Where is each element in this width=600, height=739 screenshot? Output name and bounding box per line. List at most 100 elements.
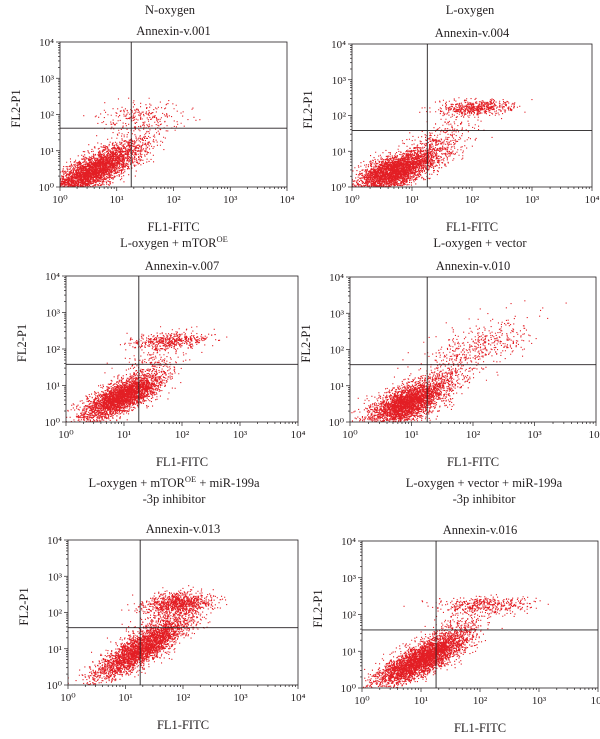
- y-tick-label: 10²: [48, 608, 63, 620]
- x-axis-label: FL1-FITC: [147, 220, 199, 234]
- y-tick-label: 10⁴: [39, 37, 54, 49]
- condition-superscript: OE: [185, 474, 196, 484]
- scatter-points: [351, 300, 567, 422]
- x-tick-label: 10²: [466, 429, 481, 441]
- condition-heading: L-oxygen: [446, 3, 495, 17]
- y-tick-label: 10⁰: [39, 182, 55, 194]
- y-axis-label: FL2-P1: [311, 589, 325, 627]
- x-tick-label: 10³: [223, 194, 238, 206]
- x-tick-label: 10²: [176, 692, 191, 704]
- condition-heading: L-oxygen + mTOROE: [120, 234, 228, 250]
- condition-text: L-oxygen + mTOR: [88, 476, 185, 490]
- y-axis-label: FL2-P1: [301, 90, 315, 128]
- y-tick-label: 10³: [40, 73, 55, 85]
- y-tick-label: 10⁴: [47, 535, 62, 547]
- y-tick-label: 10¹: [46, 381, 60, 393]
- y-tick-label: 10³: [342, 573, 357, 585]
- condition-text: L-oxygen + vector: [433, 236, 527, 250]
- y-tick-label: 10⁰: [331, 182, 347, 194]
- axis-ticks: [64, 539, 299, 689]
- condition-text: N-oxygen: [145, 3, 196, 17]
- scatter-points: [68, 585, 228, 685]
- x-tick-label: 10¹: [118, 692, 132, 704]
- y-tick-label: 10¹: [48, 644, 62, 656]
- panel-2: L-oxygen Annexin-v.004 10⁰ 10¹ 10² 10³ 10⁴ 10⁰ 1…: [301, 3, 600, 234]
- x-tick-label: 10²: [465, 194, 480, 206]
- y-axis-label: FL2-P1: [15, 324, 29, 362]
- axis-ticks: [62, 275, 299, 426]
- x-tick-label: 10⁴: [589, 429, 600, 441]
- condition-text: L-oxygen + mTOR: [120, 236, 217, 250]
- x-tick-label: 10⁰: [344, 194, 360, 206]
- condition-text: + miR-199a: [196, 476, 260, 490]
- condition-heading: L-oxygen + vector: [433, 236, 527, 250]
- x-tick-label: 10³: [527, 429, 542, 441]
- scatter-points: [352, 97, 533, 187]
- condition-superscript: OE: [217, 234, 228, 244]
- x-tick-label: 10⁴: [280, 194, 295, 206]
- event-dots: [362, 594, 549, 688]
- sample-title: Annexin-v.004: [435, 26, 510, 40]
- y-tick-label: 10²: [46, 344, 61, 356]
- scatter-points: [66, 326, 228, 422]
- condition-line: L-oxygen + vector + miR-199a: [406, 476, 563, 490]
- y-tick-label: 10⁴: [329, 272, 344, 284]
- y-tick-label: 10²: [332, 111, 347, 123]
- x-tick-label: 10²: [166, 194, 181, 206]
- axis-ticks: [346, 276, 597, 426]
- x-tick-label: 10⁰: [60, 692, 76, 704]
- x-tick-label: 10¹: [414, 695, 428, 707]
- x-tick-label: 10³: [233, 429, 248, 441]
- y-tick-label: 10¹: [330, 381, 344, 393]
- panel-5: L-oxygen + mTOROE + miR-199a -3p inhibito…: [17, 474, 306, 732]
- x-axis-label: FL1-FITC: [156, 455, 208, 469]
- x-tick-label: 10⁴: [291, 429, 306, 441]
- y-tick-label: 10³: [46, 308, 61, 320]
- y-tick-label: 10³: [48, 571, 63, 583]
- x-tick-label: 10⁰: [342, 429, 358, 441]
- y-tick-label: 10³: [332, 75, 347, 87]
- y-tick-label: 10¹: [342, 646, 356, 658]
- scatter-points: [60, 97, 201, 187]
- sample-title: Annexin-v.016: [443, 523, 518, 537]
- scatter-points: [362, 594, 549, 688]
- condition-text: L-oxygen: [446, 3, 495, 17]
- event-dots: [68, 585, 228, 685]
- x-axis-label: FL1-FITC: [157, 718, 209, 732]
- condition-heading: L-oxygen + mTOROE + miR-199a -3p inhibito…: [88, 474, 259, 506]
- sample-title: Annexin-v.001: [136, 24, 211, 38]
- x-tick-label: 10¹: [110, 194, 124, 206]
- x-tick-label: 10¹: [117, 429, 131, 441]
- condition-line: -3p inhibitor: [143, 492, 207, 506]
- y-tick-label: 10⁴: [331, 39, 346, 51]
- y-tick-label: 10⁰: [341, 683, 357, 695]
- x-tick-label: 10⁴: [291, 692, 306, 704]
- sample-title: Annexin-v.010: [436, 259, 511, 273]
- x-tick-label: 10⁴: [585, 194, 600, 206]
- y-tick-label: 10⁴: [45, 271, 60, 283]
- y-tick-label: 10⁰: [329, 417, 345, 429]
- y-tick-label: 10⁰: [45, 417, 61, 429]
- y-axis-label: FL2-P1: [17, 587, 31, 625]
- y-axis-label: FL2-P1: [9, 89, 23, 127]
- x-tick-label: 10²: [473, 695, 488, 707]
- plot-frame: [67, 539, 299, 686]
- x-axis-label: FL1-FITC: [446, 220, 498, 234]
- panel-3: L-oxygen + mTOROE Annexin-v.007 10⁰ 10¹ 10² 1…: [15, 234, 306, 469]
- condition-line: -3p inhibitor: [453, 492, 517, 506]
- x-tick-label: 10³: [532, 695, 547, 707]
- x-axis-label: FL1-FITC: [454, 721, 506, 735]
- y-axis-label: FL2-P1: [299, 324, 313, 362]
- axis-ticks: [56, 41, 288, 191]
- y-tick-label: 10³: [330, 308, 345, 320]
- event-dots: [352, 97, 533, 187]
- event-dots: [351, 300, 567, 422]
- y-tick-label: 10¹: [40, 146, 54, 158]
- x-tick-label: 10³: [233, 692, 248, 704]
- panel-1: N-oxygen Annexin-v.001 10⁰ 10¹ 10² 10³ 10⁴ 10⁰ 1…: [9, 3, 295, 234]
- panel-6: L-oxygen + vector + miR-199a -3p inhibito…: [311, 476, 600, 735]
- event-dots: [66, 326, 228, 422]
- x-axis-label: FL1-FITC: [447, 455, 499, 469]
- y-tick-label: 10²: [330, 345, 345, 357]
